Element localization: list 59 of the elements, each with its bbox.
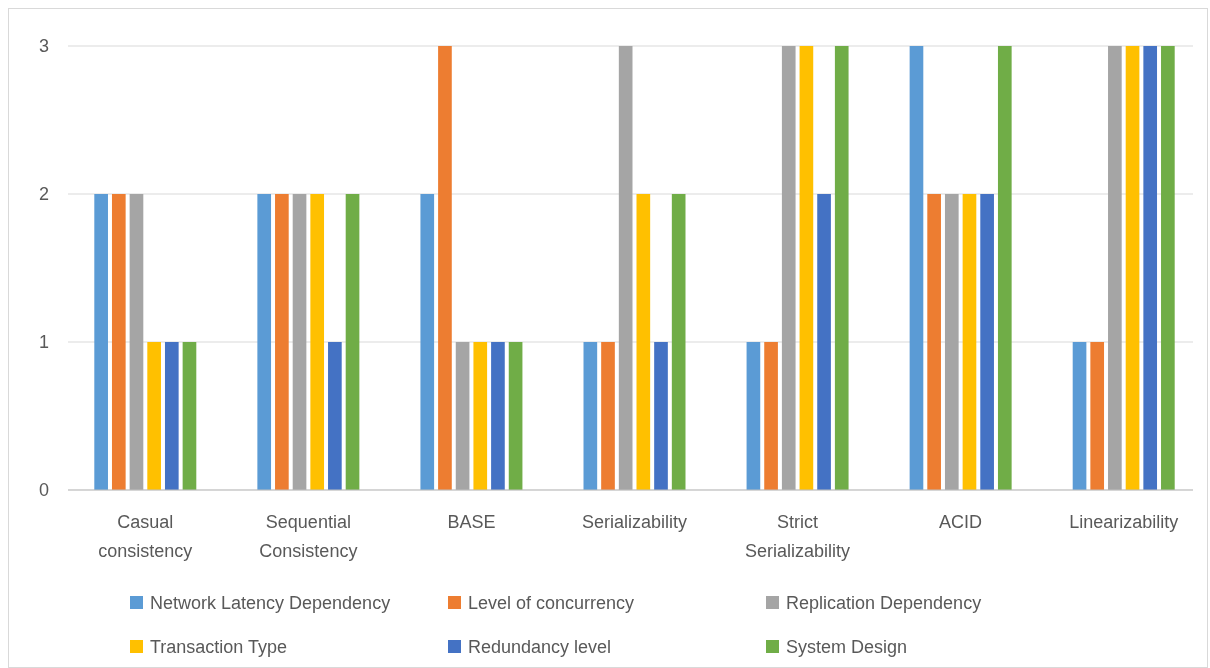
bar	[438, 46, 452, 490]
bar	[671, 194, 686, 490]
bar	[781, 46, 796, 490]
bar	[1143, 46, 1158, 490]
bar	[257, 194, 272, 490]
bar	[654, 342, 668, 490]
bar	[909, 46, 924, 490]
bar	[799, 46, 814, 490]
x-tick-label: Casual consistency	[98, 512, 193, 561]
bar	[328, 342, 342, 490]
bar	[491, 342, 505, 490]
legend-label: Network Latency Dependency	[150, 593, 391, 614]
y-tick-label: 0	[38, 480, 50, 501]
bar	[455, 342, 470, 490]
bar	[1161, 46, 1175, 490]
bar	[834, 46, 849, 490]
bar	[997, 46, 1012, 490]
bar	[1090, 342, 1105, 490]
x-tick-label: Strict Serializability	[745, 512, 851, 561]
bar	[746, 342, 761, 490]
legend-label: Transaction Type	[150, 637, 288, 658]
x-tick-label: BASE	[447, 512, 496, 532]
bar	[1125, 46, 1140, 490]
x-tick-label: Serializability	[581, 512, 688, 532]
bar	[345, 194, 360, 490]
legend-label: Level of concurrency	[468, 593, 635, 614]
x-tick-label: Sequential Consistency	[259, 512, 358, 561]
bar	[636, 194, 651, 490]
bar	[962, 194, 977, 490]
bar	[618, 46, 633, 490]
bar	[473, 342, 488, 490]
legend-label: System Design	[786, 637, 908, 658]
bar	[944, 194, 959, 490]
bar	[508, 342, 523, 490]
bar	[310, 194, 325, 490]
legend-label: Replication Dependency	[786, 593, 982, 614]
bar	[980, 194, 994, 490]
bar	[420, 194, 435, 490]
bar	[164, 342, 179, 490]
y-tick-label: 2	[38, 184, 50, 205]
bar	[764, 342, 778, 490]
bar	[147, 342, 161, 490]
bar	[129, 194, 144, 490]
bar	[275, 194, 289, 490]
bar	[111, 194, 126, 490]
bar	[292, 194, 307, 490]
legend-label: Redundancy level	[468, 637, 612, 658]
y-tick-label: 3	[38, 36, 50, 57]
bar	[601, 342, 615, 490]
bar	[817, 194, 831, 490]
bar	[94, 194, 108, 490]
bar	[182, 342, 197, 490]
bar	[583, 342, 598, 490]
x-tick-label: Linearizability	[1069, 512, 1179, 532]
bar	[927, 194, 941, 490]
y-tick-label: 1	[38, 332, 50, 353]
x-tick-label: ACID	[939, 512, 983, 532]
bar	[1072, 342, 1087, 490]
bar	[1108, 46, 1122, 490]
